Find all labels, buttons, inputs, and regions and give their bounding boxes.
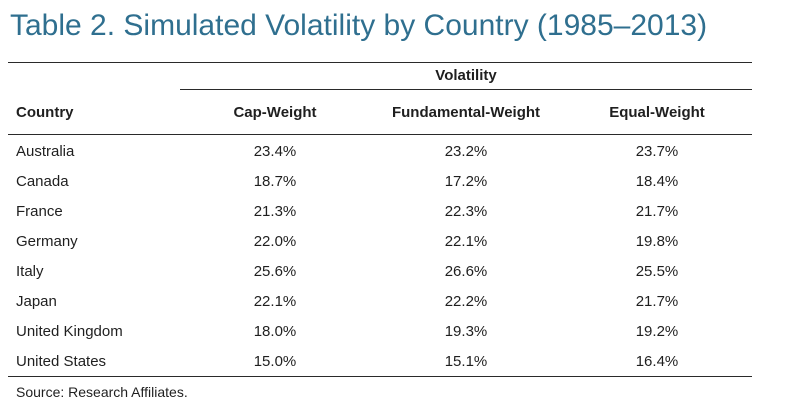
equal-weight-cell: 21.7% <box>635 203 679 220</box>
fundamental-weight-cell: 22.1% <box>444 233 488 250</box>
table-row: Germany 22.0% 22.1% 19.8% <box>8 226 752 256</box>
fundamental-weight-cell: 19.3% <box>444 323 488 340</box>
cap-weight-cell: 21.3% <box>253 203 297 220</box>
column-header-fundamental-weight: Fundamental-Weight <box>391 104 541 121</box>
table-row: Australia 23.4% 23.2% 23.7% <box>8 136 752 166</box>
column-header-country: Country <box>16 104 74 121</box>
table-row: Japan 22.1% 22.2% 21.7% <box>8 286 752 316</box>
equal-weight-cell: 16.4% <box>635 353 679 370</box>
cap-weight-cell: 25.6% <box>253 263 297 280</box>
header-bottom-rule <box>8 134 752 135</box>
fundamental-weight-cell: 22.2% <box>444 293 488 310</box>
country-cell: Australia <box>16 143 75 160</box>
cap-weight-cell: 18.0% <box>253 323 297 340</box>
equal-weight-cell: 19.2% <box>635 323 679 340</box>
cap-weight-cell: 18.7% <box>253 173 297 190</box>
table-bottom-rule <box>8 376 752 377</box>
table-row: Canada 18.7% 17.2% 18.4% <box>8 166 752 196</box>
volatility-group-header: Volatility <box>435 67 497 84</box>
country-cell: France <box>16 203 63 220</box>
equal-weight-cell: 19.8% <box>635 233 679 250</box>
cap-weight-cell: 22.1% <box>253 293 297 310</box>
equal-weight-cell: 25.5% <box>635 263 679 280</box>
table-row: United States 15.0% 15.1% 16.4% <box>8 346 752 376</box>
table-row: United Kingdom 18.0% 19.3% 19.2% <box>8 316 752 346</box>
country-cell: United States <box>16 353 107 370</box>
country-cell: Japan <box>16 293 57 310</box>
volatility-group-rule <box>180 89 752 90</box>
equal-weight-cell: 21.7% <box>635 293 679 310</box>
country-cell: Germany <box>16 233 78 250</box>
table-row: Italy 25.6% 26.6% 25.5% <box>8 256 752 286</box>
source-note: Source: Research Affiliates. <box>16 384 188 400</box>
fundamental-weight-cell: 23.2% <box>444 143 488 160</box>
equal-weight-cell: 23.7% <box>635 143 679 160</box>
country-cell: Italy <box>16 263 44 280</box>
country-cell: Canada <box>16 173 69 190</box>
table-top-rule <box>8 62 752 63</box>
table-title: Table 2. Simulated Volatility by Country… <box>10 9 708 42</box>
fundamental-weight-cell: 26.6% <box>444 263 488 280</box>
cap-weight-cell: 15.0% <box>253 353 297 370</box>
column-header-equal-weight: Equal-Weight <box>609 104 705 121</box>
cap-weight-cell: 22.0% <box>253 233 297 250</box>
cap-weight-cell: 23.4% <box>253 143 297 160</box>
fundamental-weight-cell: 22.3% <box>444 203 488 220</box>
country-cell: United Kingdom <box>16 323 123 340</box>
fundamental-weight-cell: 17.2% <box>444 173 488 190</box>
equal-weight-cell: 18.4% <box>635 173 679 190</box>
fundamental-weight-cell: 15.1% <box>444 353 488 370</box>
table-row: France 21.3% 22.3% 21.7% <box>8 196 752 226</box>
table-body: Australia 23.4% 23.2% 23.7% Canada 18.7%… <box>8 136 752 376</box>
column-header-cap-weight: Cap-Weight <box>233 104 317 121</box>
